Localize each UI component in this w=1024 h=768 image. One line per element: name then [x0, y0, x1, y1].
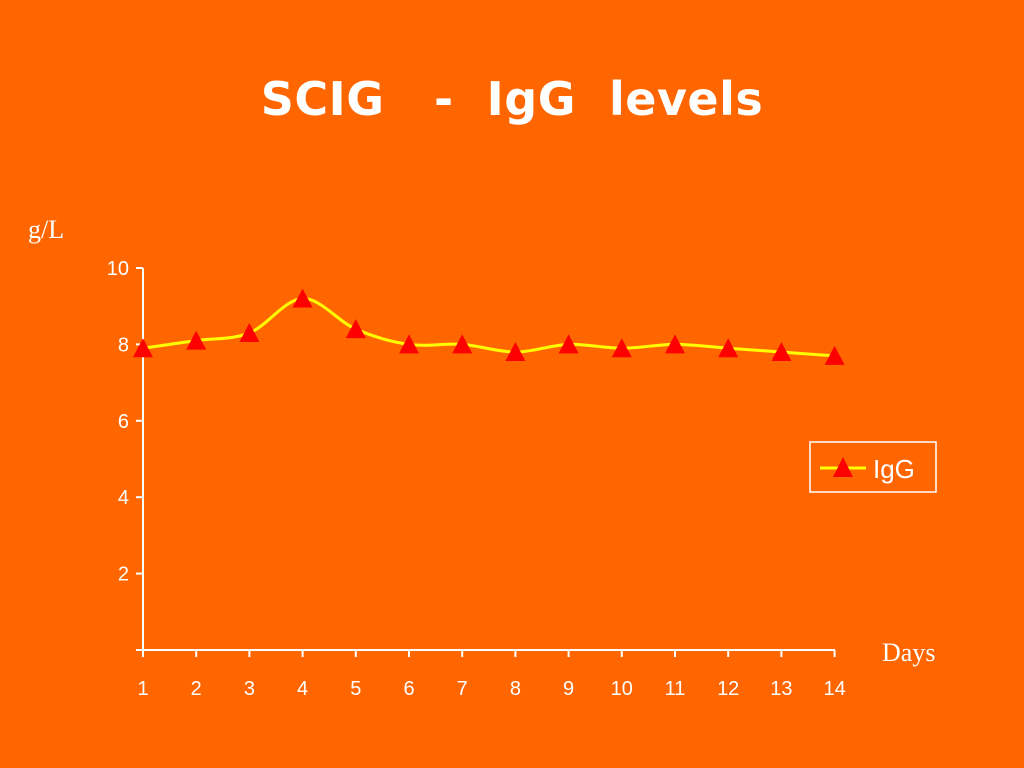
data-point-marker: [824, 345, 845, 365]
data-point-marker: [452, 334, 473, 354]
x-tick-label: 7: [457, 678, 468, 700]
x-tick-label: 5: [350, 678, 361, 700]
data-point-marker: [718, 338, 739, 358]
data-point-marker: [505, 342, 526, 362]
legend-box: [809, 441, 937, 493]
series-line-igg: [142, 297, 835, 358]
x-axis-label: Days: [882, 638, 935, 667]
x-tick-label: 4: [297, 678, 308, 700]
data-point-marker: [665, 334, 685, 354]
x-tick-label: 3: [244, 678, 255, 700]
slide-title: SCIG - IgG levels: [260, 72, 764, 126]
x-tick-label: 1: [137, 678, 148, 700]
data-point-marker: [345, 319, 366, 339]
data-point-marker: [239, 322, 260, 342]
x-tick-label: 13: [770, 678, 792, 700]
legend-triangle-icon: [833, 457, 853, 477]
legend-label: IgG: [873, 454, 915, 484]
y-axis-label: g/L: [28, 215, 64, 244]
legend: IgG: [809, 441, 937, 493]
data-point-marker: [399, 334, 419, 354]
x-tick-label: 11: [665, 678, 686, 700]
y-tick-label: 2: [118, 564, 129, 586]
y-tick-label: 8: [118, 334, 129, 356]
y-ticks: 2 4 6 8 10: [107, 258, 143, 651]
x-ticks: 1 2 3 4 5 6 7 8 9 10 11 12 13 14: [137, 650, 846, 700]
data-point-marker: [292, 288, 313, 308]
y-tick-label: 6: [118, 411, 129, 433]
data-point-marker: [558, 334, 579, 354]
x-tick-label: 8: [510, 678, 521, 700]
x-tick-label: 6: [403, 678, 414, 700]
x-tick-label: 9: [563, 678, 574, 700]
data-point-marker: [611, 338, 632, 358]
x-tick-label: 10: [611, 678, 633, 700]
x-tick-label: 12: [717, 678, 739, 700]
data-point-marker: [186, 330, 207, 350]
series-markers-igg: [133, 288, 845, 365]
y-tick-label: 4: [118, 487, 129, 509]
x-tick-label: 14: [823, 678, 845, 700]
data-point-marker: [133, 338, 153, 358]
x-tick-label: 2: [191, 678, 202, 700]
data-point-marker: [771, 342, 792, 362]
y-tick-label: 10: [107, 258, 129, 280]
